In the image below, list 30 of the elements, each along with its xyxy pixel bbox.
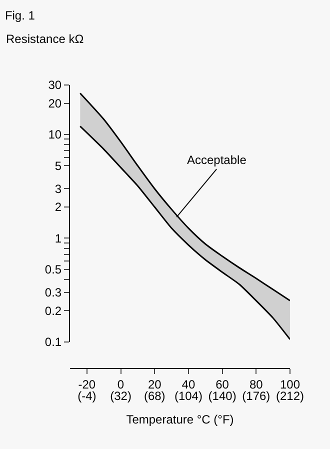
y-axis-title: Resistance kΩ xyxy=(6,32,84,46)
x-tick-label: 80 xyxy=(249,377,264,392)
y-tick-label: 1 xyxy=(54,231,62,246)
x-tick-label: 40 xyxy=(182,377,196,392)
x-tick-label: 20 xyxy=(148,377,162,392)
x-tick-label: 100 xyxy=(280,377,300,392)
x2-tick-label: (104) xyxy=(174,389,202,403)
x2-tick-label: (176) xyxy=(242,389,270,403)
y-tick-label: 20 xyxy=(48,96,62,110)
y-tick-label: 10 xyxy=(48,128,62,142)
y-tick-label: 0.3 xyxy=(44,286,62,300)
line-series xyxy=(79,92,290,302)
y-tick-label: 30 xyxy=(48,78,62,92)
x2-tick-label: (68) xyxy=(144,389,166,403)
x-tick-label: -20 xyxy=(78,377,96,392)
x2-tick-label: (212) xyxy=(276,389,304,403)
x2-tick-label: (140) xyxy=(208,389,236,403)
x-axis-title: Temperature °C (°F) xyxy=(126,412,234,426)
x2-tick-label: (-4) xyxy=(78,389,96,403)
chart-title: Fig. 1 xyxy=(4,8,36,23)
annotation: Acceptable xyxy=(187,153,247,167)
y-tick-label: 0.2 xyxy=(44,304,62,318)
y-tick-label: 3 xyxy=(54,182,62,196)
x-tick-label: 0 xyxy=(117,377,124,392)
y-tick-label: 5 xyxy=(54,158,62,173)
x2-tick-label: (32) xyxy=(110,389,132,403)
y-tick-label: 0.5 xyxy=(44,262,62,277)
y-tick-label: 0.1 xyxy=(44,335,62,350)
x-tick-label: 60 xyxy=(216,377,230,392)
y-tick-label: 2 xyxy=(54,200,62,214)
